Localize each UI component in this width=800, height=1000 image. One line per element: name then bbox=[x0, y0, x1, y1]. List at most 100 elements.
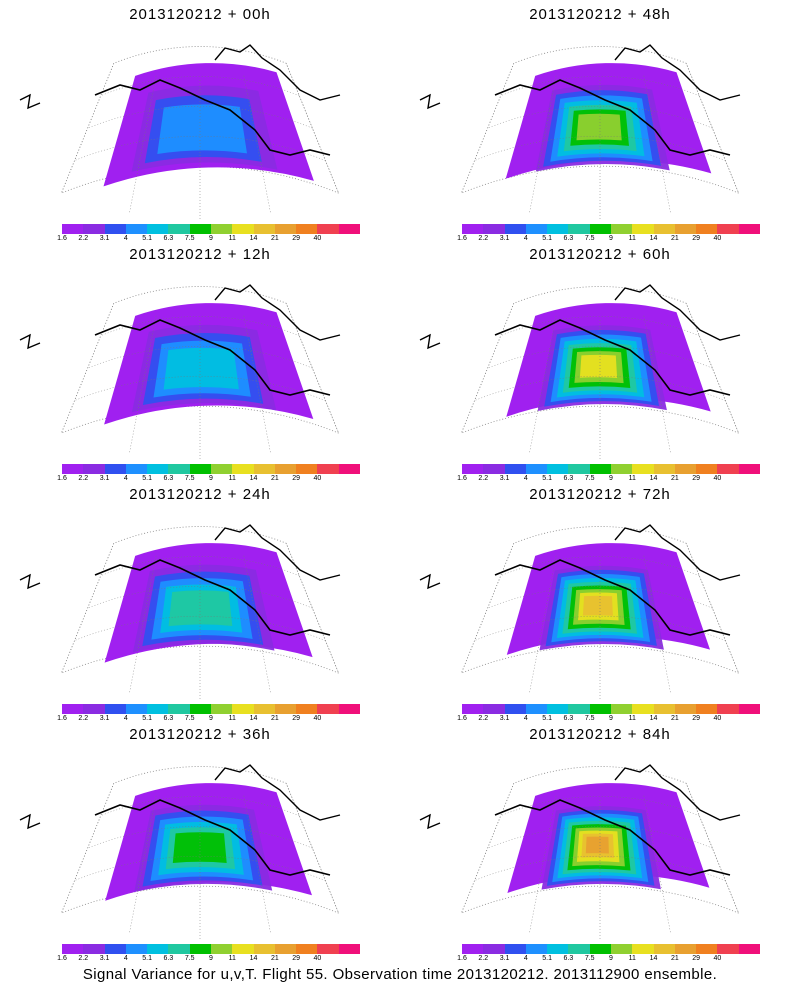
colorbar-swatch bbox=[568, 944, 590, 954]
colorbar-tick-label: 1.6 bbox=[457, 715, 467, 722]
map-panel: 2013120212 + 00h 1.6 2.2 3.1 4 5.1 6.3 7.5 9 11 14… bbox=[0, 0, 400, 242]
panel-title: 2013120212 + 84h bbox=[529, 726, 671, 743]
map-panel: 2013120212 + 24h 1.6 2.2 3.1 4 5.1 6.3 7.5 9 11 14… bbox=[0, 480, 400, 722]
colorbar-swatch bbox=[632, 464, 654, 474]
map-panel: 2013120212 + 72h 1.6 2.2 3.1 4 5.1 6.3 7.5 9 11 14… bbox=[400, 480, 800, 722]
colorbar-tick-label: 1.6 bbox=[57, 475, 67, 482]
colorbar-swatch bbox=[547, 704, 569, 714]
colorbar-tick-label: 7.5 bbox=[584, 235, 595, 242]
colorbar-tick-label: 40 bbox=[313, 235, 322, 242]
colorbar-tick-label: 7.5 bbox=[584, 715, 595, 722]
colorbar-swatch bbox=[547, 464, 569, 474]
colorbar-swatch bbox=[317, 944, 339, 954]
colorbar-tick-label: 29 bbox=[292, 475, 301, 482]
colorbar-swatch bbox=[610, 464, 633, 474]
colorbar-tick-label: 40 bbox=[713, 235, 722, 242]
colorbar-tick-label: 2.2 bbox=[78, 955, 89, 962]
colorbar-swatch bbox=[674, 704, 697, 714]
colorbar-swatch bbox=[632, 704, 654, 714]
colorbar-swatch bbox=[125, 704, 148, 714]
colorbar-tick-label: 29 bbox=[692, 235, 701, 242]
colorbar-swatch bbox=[738, 944, 760, 954]
colorbar-tick-label: 21 bbox=[670, 235, 679, 242]
colorbar-tick-label: 11 bbox=[628, 475, 636, 482]
colorbar-tick-label: 4 bbox=[523, 955, 528, 962]
colorbar-tick-label: 9 bbox=[609, 715, 613, 722]
map-image bbox=[419, 764, 741, 940]
colorbar-labels: 1.6 2.2 3.1 4 5.1 6.3 7.5 9 11 14 21 29 40 bbox=[457, 475, 762, 485]
colorbar-tick-label: 11 bbox=[628, 235, 636, 242]
colorbar-tick-label: 9 bbox=[209, 475, 213, 482]
colorbar-tick-label: 6.3 bbox=[563, 475, 574, 482]
colorbar-swatch bbox=[338, 944, 360, 954]
colorbar-tick-label: 6.3 bbox=[163, 235, 174, 242]
colorbar-swatch bbox=[232, 464, 254, 474]
colorbar-swatch bbox=[147, 704, 169, 714]
panel-title: 2013120212 + 60h bbox=[529, 246, 671, 263]
colorbar-swatch bbox=[147, 464, 169, 474]
panel-title: 2013120212 + 72h bbox=[529, 486, 671, 503]
colorbar-tick-label: 29 bbox=[692, 715, 701, 722]
colorbar-tick-label: 3.1 bbox=[99, 475, 110, 482]
map-panel: 2013120212 + 84h 1.6 2.2 3.1 4 5.1 6.3 7.5 9 11 14… bbox=[400, 720, 800, 962]
colorbar-swatch bbox=[296, 944, 318, 954]
map-image bbox=[19, 44, 341, 220]
colorbar-swatch bbox=[83, 704, 105, 714]
colorbar-swatch bbox=[547, 224, 569, 234]
colorbar-tick-label: 3.1 bbox=[99, 715, 110, 722]
colorbar-tick-label: 14 bbox=[649, 715, 658, 722]
colorbar-tick-label: 9 bbox=[609, 235, 613, 242]
panel-title: 2013120212 + 36h bbox=[129, 726, 271, 743]
colorbar-tick-label: 29 bbox=[692, 475, 701, 482]
colorbar-labels: 1.6 2.2 3.1 4 5.1 6.3 7.5 9 11 14 21 29 40 bbox=[457, 235, 762, 245]
colorbar-tick-label: 5.1 bbox=[542, 475, 553, 482]
colorbar-labels: 1.6 2.2 3.1 4 5.1 6.3 7.5 9 11 14 21 29 40 bbox=[57, 715, 362, 725]
colorbar-tick-label: 7.5 bbox=[184, 955, 195, 962]
map-panel: 2013120212 + 12h 1.6 2.2 3.1 4 5.1 6.3 7.5 9 11 14… bbox=[0, 240, 400, 482]
colorbar-swatch bbox=[504, 944, 526, 954]
colorbar-swatch bbox=[83, 224, 105, 234]
colorbar-swatch bbox=[125, 944, 148, 954]
colorbar-tick-label: 21 bbox=[270, 715, 279, 722]
colorbar-swatch bbox=[483, 464, 505, 474]
colorbar-swatch bbox=[338, 224, 360, 234]
colorbar-swatch bbox=[738, 464, 760, 474]
colorbar-tick-label: 5.1 bbox=[142, 475, 153, 482]
colorbar-swatch bbox=[189, 224, 211, 234]
colorbar-tick-label: 11 bbox=[628, 715, 636, 722]
colorbar-tick-label: 7.5 bbox=[184, 235, 195, 242]
colorbar-swatch bbox=[717, 704, 739, 714]
colorbar-swatch bbox=[483, 944, 505, 954]
colorbar-tick-label: 1.6 bbox=[57, 235, 67, 242]
colorbar-swatch bbox=[589, 464, 611, 474]
colorbar-swatch bbox=[232, 224, 254, 234]
colorbar-tick-label: 21 bbox=[670, 475, 679, 482]
colorbar-tick-label: 5.1 bbox=[142, 715, 153, 722]
colorbar-tick-label: 7.5 bbox=[584, 955, 595, 962]
colorbar-swatch bbox=[62, 464, 84, 474]
colorbar-labels: 1.6 2.2 3.1 4 5.1 6.3 7.5 9 11 14 21 29 40 bbox=[57, 235, 362, 245]
colorbar-swatch bbox=[104, 944, 126, 954]
colorbar-tick-label: 14 bbox=[649, 475, 658, 482]
colorbar-swatch bbox=[147, 224, 169, 234]
colorbar-swatch bbox=[210, 944, 233, 954]
colorbar-swatch bbox=[317, 704, 339, 714]
colorbar-swatch bbox=[589, 944, 611, 954]
colorbar bbox=[62, 944, 360, 954]
colorbar-swatch bbox=[504, 464, 526, 474]
colorbar-tick-label: 4 bbox=[123, 955, 128, 962]
map-image bbox=[19, 524, 341, 700]
colorbar-swatch bbox=[253, 944, 275, 954]
colorbar-tick-label: 5.1 bbox=[542, 235, 553, 242]
colorbar-swatch bbox=[168, 944, 190, 954]
colorbar-swatch bbox=[738, 224, 760, 234]
colorbar-swatch bbox=[274, 944, 297, 954]
colorbar-swatch bbox=[462, 704, 484, 714]
colorbar-tick-label: 3.1 bbox=[99, 955, 110, 962]
colorbar-swatch bbox=[589, 224, 611, 234]
colorbar-swatch bbox=[717, 944, 739, 954]
colorbar-swatch bbox=[547, 944, 569, 954]
colorbar-tick-label: 4 bbox=[523, 235, 528, 242]
colorbar-tick-label: 40 bbox=[713, 715, 722, 722]
colorbar-tick-label: 6.3 bbox=[163, 475, 174, 482]
